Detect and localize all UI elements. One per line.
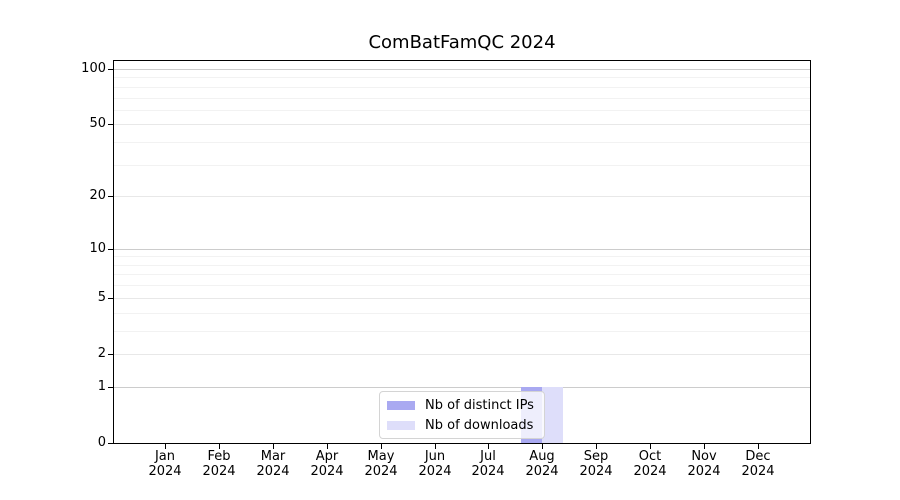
y-tick-mark [108, 124, 113, 125]
x-tick-label: Dec 2024 [741, 449, 775, 479]
x-tick-label: Sep 2024 [579, 449, 613, 479]
x-tick-mark [273, 444, 274, 449]
gridline-y-7 [114, 274, 810, 275]
gridline-y-3 [114, 331, 810, 332]
gridline-y-10 [114, 249, 810, 250]
gridline-y-5 [114, 298, 810, 299]
x-tick-label: Mar 2024 [256, 449, 290, 479]
x-tick-mark [327, 444, 328, 449]
y-tick-label: 5 [97, 290, 106, 305]
gridline-y-50 [114, 124, 810, 125]
y-tick-mark [108, 354, 113, 355]
x-tick-mark [596, 444, 597, 449]
y-tick-label: 100 [81, 61, 106, 76]
plot-area: Nb of distinct IPs Nb of downloads [113, 60, 811, 444]
gridline-y-30 [114, 165, 810, 166]
gridline-y-6 [114, 285, 810, 286]
y-tick-mark [108, 387, 113, 388]
x-tick-label: Jan 2024 [148, 449, 182, 479]
y-tick-mark [108, 298, 113, 299]
bar-downloads [542, 387, 563, 443]
gridline-y-9 [114, 256, 810, 257]
gridline-y-8 [114, 265, 810, 266]
y-tick-mark [108, 69, 113, 70]
x-tick-label: Apr 2024 [310, 449, 344, 479]
legend: Nb of distinct IPs Nb of downloads [379, 391, 545, 439]
y-tick-label: 2 [97, 346, 106, 361]
y-tick-label: 1 [97, 379, 106, 394]
x-tick-label: Nov 2024 [687, 449, 721, 479]
x-tick-mark [381, 444, 382, 449]
x-tick-mark [165, 444, 166, 449]
x-tick-label: Jul 2024 [471, 449, 505, 479]
y-tick-label: 0 [97, 435, 106, 450]
legend-label: Nb of downloads [425, 417, 534, 433]
y-tick-label: 10 [89, 241, 106, 256]
gridline-y-1 [114, 387, 810, 388]
x-tick-mark [435, 444, 436, 449]
y-tick-mark [108, 443, 113, 444]
y-tick-label: 20 [89, 188, 106, 203]
x-tick-label: Oct 2024 [633, 449, 667, 479]
chart-title: ComBatFamQC 2024 [368, 32, 556, 53]
legend-item-1: Nb of downloads [387, 416, 537, 434]
legend-item-0: Nb of distinct IPs [387, 396, 537, 414]
legend-swatch-icon [387, 420, 415, 430]
gridline-y-60 [114, 110, 810, 111]
legend-swatch-icon [387, 400, 415, 410]
y-tick-mark [108, 249, 113, 250]
gridline-y-80 [114, 87, 810, 88]
gridline-y-100 [114, 69, 810, 70]
x-tick-mark [758, 444, 759, 449]
gridline-y-70 [114, 98, 810, 99]
x-tick-mark [704, 444, 705, 449]
x-tick-label: Feb 2024 [202, 449, 236, 479]
y-tick-label: 50 [89, 116, 106, 131]
x-tick-mark [650, 444, 651, 449]
x-tick-label: Aug 2024 [525, 449, 559, 479]
gridline-y-90 [114, 77, 810, 78]
gridline-y-40 [114, 142, 810, 143]
x-tick-mark [542, 444, 543, 449]
x-tick-label: Jun 2024 [418, 449, 452, 479]
legend-label: Nb of distinct IPs [425, 397, 534, 413]
gridline-y-4 [114, 313, 810, 314]
x-tick-mark [219, 444, 220, 449]
x-tick-mark [488, 444, 489, 449]
x-tick-label: May 2024 [364, 449, 398, 479]
gridline-y-2 [114, 354, 810, 355]
y-tick-mark [108, 196, 113, 197]
gridline-y-20 [114, 196, 810, 197]
